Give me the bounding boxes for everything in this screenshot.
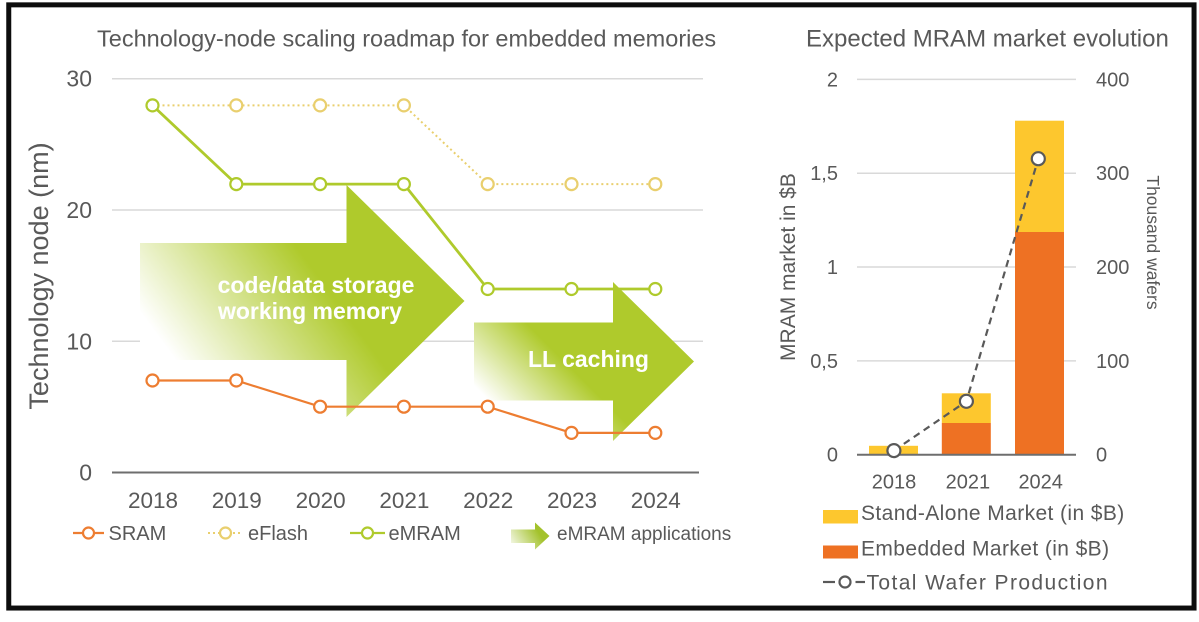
svg-text:2024: 2024 [631, 488, 681, 513]
svg-text:1,5: 1,5 [810, 163, 838, 185]
svg-text:Technology node (nm): Technology node (nm) [24, 142, 54, 409]
svg-text:2021: 2021 [946, 472, 991, 494]
svg-text:eFlash: eFlash [248, 523, 308, 545]
svg-text:20: 20 [66, 197, 92, 223]
svg-text:Expected MRAM market evolution: Expected MRAM market evolution [806, 26, 1169, 53]
svg-text:300: 300 [1096, 163, 1129, 185]
svg-text:working memory: working memory [217, 298, 402, 324]
svg-text:0: 0 [1096, 445, 1107, 467]
svg-text:code/data storage: code/data storage [218, 272, 415, 298]
svg-text:2019: 2019 [212, 488, 262, 513]
svg-text:Thousand wafers: Thousand wafers [1143, 175, 1163, 309]
svg-text:0: 0 [827, 445, 838, 467]
svg-text:eMRAM: eMRAM [389, 523, 461, 545]
svg-text:2022: 2022 [463, 488, 513, 513]
svg-text:2021: 2021 [379, 488, 429, 513]
svg-text:30: 30 [66, 66, 92, 92]
svg-text:0: 0 [79, 460, 92, 486]
svg-text:0,5: 0,5 [810, 351, 838, 373]
svg-text:2: 2 [827, 69, 838, 91]
svg-text:eMRAM applications: eMRAM applications [557, 524, 731, 545]
svg-text:Embedded Market (in $B): Embedded Market (in $B) [861, 538, 1109, 561]
svg-text:1: 1 [827, 257, 838, 279]
svg-text:Technology-node scaling roadma: Technology-node scaling roadmap for embe… [97, 26, 716, 52]
svg-text:10: 10 [66, 328, 92, 354]
svg-text:Stand-Alone Market (in $B): Stand-Alone Market (in $B) [861, 502, 1125, 525]
svg-text:400: 400 [1096, 69, 1129, 91]
svg-text:SRAM: SRAM [109, 523, 167, 545]
svg-text:2018: 2018 [872, 472, 917, 494]
svg-text:MRAM market in $B: MRAM market in $B [777, 173, 800, 361]
svg-text:2020: 2020 [296, 488, 346, 513]
svg-text:2024: 2024 [1018, 472, 1063, 494]
svg-text:2018: 2018 [128, 488, 178, 513]
svg-text:200: 200 [1096, 257, 1129, 279]
svg-text:LL caching: LL caching [528, 346, 649, 372]
svg-text:Total Wafer Production: Total Wafer Production [867, 572, 1109, 595]
svg-text:2023: 2023 [547, 488, 597, 513]
svg-text:100: 100 [1096, 351, 1129, 373]
